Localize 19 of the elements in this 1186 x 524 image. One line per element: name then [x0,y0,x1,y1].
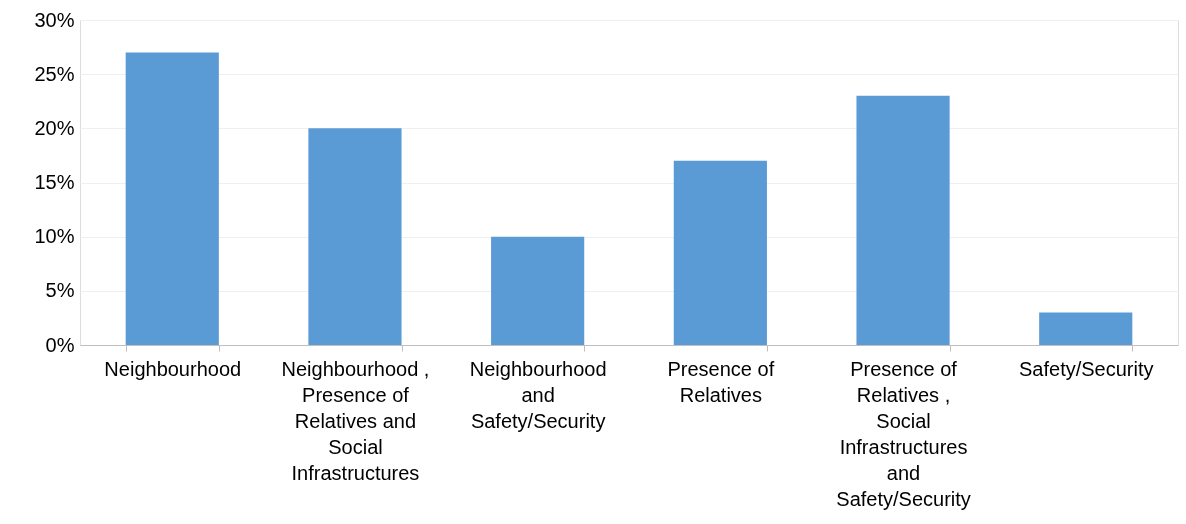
bar [491,236,585,345]
x-tick-label: Presence of Relatives , Social Infrastructures and Safety/Security [836,357,971,510]
y-tick-label: 20% [34,116,75,139]
x-tick-label: Presence of Relatives [667,357,775,406]
y-tick-label: 15% [34,171,75,193]
x-tick-label: Safety/Security [1018,357,1154,380]
bar [308,128,402,345]
bar [673,160,767,345]
y-tick-label: 30% [34,8,75,31]
y-tick-label: 10% [34,225,75,248]
bar [125,52,219,345]
bar [1039,312,1133,345]
y-tick-label: 25% [34,62,75,85]
x-tick-label: Neighbourhood and Safety/Security [469,357,607,432]
y-tick-label: 5% [45,279,75,302]
y-tick-label: 0% [45,333,75,356]
x-tick-label: Neighbourhood [104,357,242,380]
x-tick-label: Neighbourhood , Presence of Relatives and Social Infrastructures [281,357,430,484]
bar [856,95,950,345]
